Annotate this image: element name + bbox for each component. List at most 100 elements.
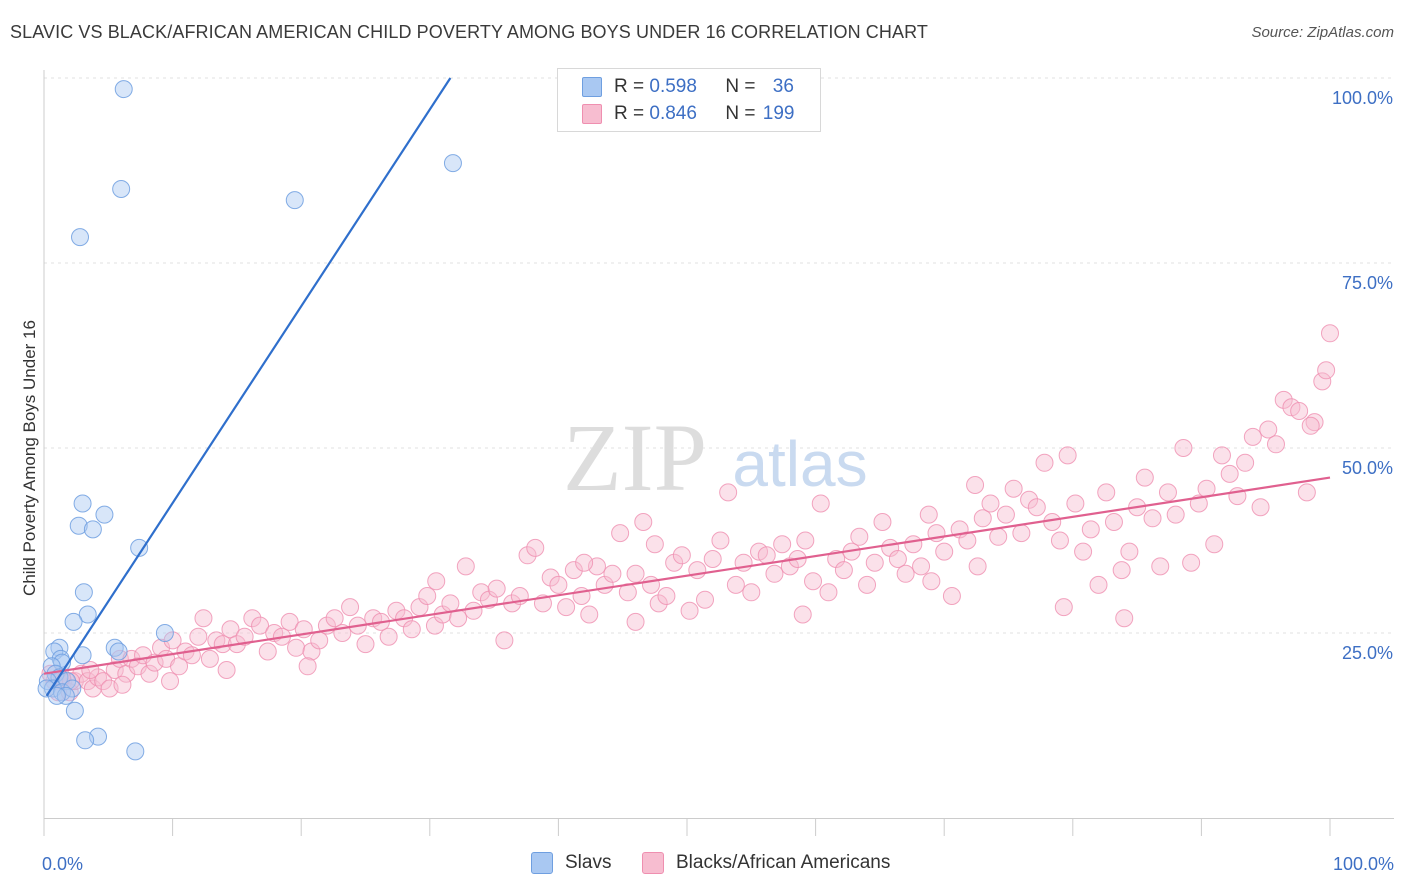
data-point-blacks xyxy=(634,513,653,531)
data-point-blacks xyxy=(1243,427,1262,446)
data-point-blacks xyxy=(1112,561,1131,580)
data-point-blacks xyxy=(464,601,483,620)
data-point-blacks xyxy=(696,590,715,609)
data-point-blacks xyxy=(1089,575,1108,594)
data-point-slavs xyxy=(47,686,66,705)
data-point-blacks xyxy=(427,572,446,591)
legend-item-blacks: Blacks/African Americans xyxy=(642,852,890,874)
data-point-blacks xyxy=(719,483,738,502)
data-point-blacks xyxy=(603,564,622,583)
data-point-blacks xyxy=(580,605,599,624)
legend-item-slavs: Slavs xyxy=(531,852,611,874)
data-point-blacks xyxy=(1104,513,1123,531)
data-point-slavs xyxy=(95,505,114,524)
data-point-blacks xyxy=(495,631,514,650)
data-point-blacks xyxy=(200,649,219,668)
data-point-slavs xyxy=(109,642,128,661)
data-point-blacks xyxy=(811,494,830,513)
data-point-blacks xyxy=(1066,494,1085,513)
data-point-blacks xyxy=(221,620,240,639)
data-point-blacks xyxy=(665,553,684,572)
data-point-blacks xyxy=(1143,509,1162,528)
data-point-blacks xyxy=(1027,498,1046,517)
legend-swatch-blacks xyxy=(582,104,602,124)
data-point-slavs xyxy=(74,583,93,602)
n-value: 36 xyxy=(772,76,794,97)
n-label: N = xyxy=(725,103,761,124)
data-point-slavs xyxy=(130,538,149,557)
data-point-blacks xyxy=(1301,416,1320,435)
data-point-blacks xyxy=(904,535,923,554)
axes xyxy=(43,70,1394,836)
data-point-blacks xyxy=(966,476,985,494)
data-point-slavs xyxy=(83,520,102,539)
data-point-blacks xyxy=(1020,490,1039,509)
data-point-blacks xyxy=(922,572,941,591)
data-point-blacks xyxy=(912,557,931,576)
data-point-blacks xyxy=(1004,479,1023,498)
data-point-blacks xyxy=(611,524,630,543)
r-value: 0.846 xyxy=(649,103,697,124)
data-point-blacks xyxy=(973,509,992,528)
data-point-blacks xyxy=(456,557,475,576)
legend-row-blacks: R = 0.846 N = 199 xyxy=(582,102,794,126)
y-tick-label: 75.0% xyxy=(1342,273,1393,293)
data-point-blacks xyxy=(1259,420,1278,439)
data-point-slavs xyxy=(65,701,84,720)
data-point-blacks xyxy=(402,620,421,639)
series-legend: Slavs Blacks/African Americans xyxy=(0,852,1406,878)
data-point-blacks xyxy=(726,575,745,594)
data-point-blacks xyxy=(541,568,560,587)
data-point-slavs xyxy=(73,494,92,513)
data-point-blacks xyxy=(1166,505,1185,524)
x-tick-label-max: 100.0% xyxy=(1333,854,1394,874)
data-point-blacks xyxy=(657,587,676,605)
data-point-blacks xyxy=(1043,513,1062,531)
y-tick-label: 100.0% xyxy=(1332,88,1393,108)
y-tick-label: 50.0% xyxy=(1342,458,1393,478)
data-point-slavs xyxy=(126,742,145,761)
data-point-blacks xyxy=(128,657,147,676)
legend-label-slavs: Slavs xyxy=(565,852,612,873)
legend-swatch-blacks xyxy=(642,852,664,874)
data-point-blacks xyxy=(1205,535,1224,554)
legend-row-slavs: R = 0.598 N = 36 xyxy=(582,75,794,99)
data-point-blacks xyxy=(1058,446,1077,465)
data-point-blacks xyxy=(1266,435,1285,454)
data-point-blacks xyxy=(217,661,236,679)
data-point-blacks xyxy=(341,598,360,617)
data-point-blacks xyxy=(711,531,730,550)
data-point-blacks xyxy=(981,494,1000,513)
trend-line-blacks xyxy=(43,476,1331,675)
legend-swatch-slavs xyxy=(531,852,553,874)
data-point-blacks xyxy=(1054,598,1073,617)
data-point-blacks xyxy=(161,672,180,691)
data-point-blacks xyxy=(81,661,100,679)
trend-line-slavs xyxy=(45,77,452,697)
data-point-blacks xyxy=(1317,361,1336,380)
data-point-blacks xyxy=(189,627,208,646)
series-blacks-points xyxy=(41,324,1339,702)
chart-title: SLAVIC VS BLACK/AFRICAN AMERICAN CHILD P… xyxy=(10,22,928,42)
data-point-blacks xyxy=(1097,483,1116,502)
data-point-blacks xyxy=(757,546,776,565)
data-point-blacks xyxy=(251,616,270,635)
data-point-slavs xyxy=(78,605,97,624)
data-point-blacks xyxy=(645,535,664,554)
data-point-slavs xyxy=(37,679,56,698)
data-point-blacks xyxy=(280,612,299,631)
data-point-blacks xyxy=(1251,498,1270,517)
data-point-blacks xyxy=(170,657,189,676)
data-point-blacks xyxy=(672,546,691,565)
data-point-blacks xyxy=(1115,609,1134,628)
data-point-blacks xyxy=(487,579,506,598)
data-point-blacks xyxy=(89,668,108,687)
data-point-blacks xyxy=(793,605,812,624)
data-point-blacks xyxy=(780,557,799,576)
data-point-blacks xyxy=(94,672,113,691)
data-point-slavs xyxy=(114,80,133,99)
data-point-blacks xyxy=(325,609,344,628)
data-point-slavs xyxy=(71,228,90,247)
data-point-slavs xyxy=(56,686,75,705)
n-value: 199 xyxy=(762,103,795,124)
